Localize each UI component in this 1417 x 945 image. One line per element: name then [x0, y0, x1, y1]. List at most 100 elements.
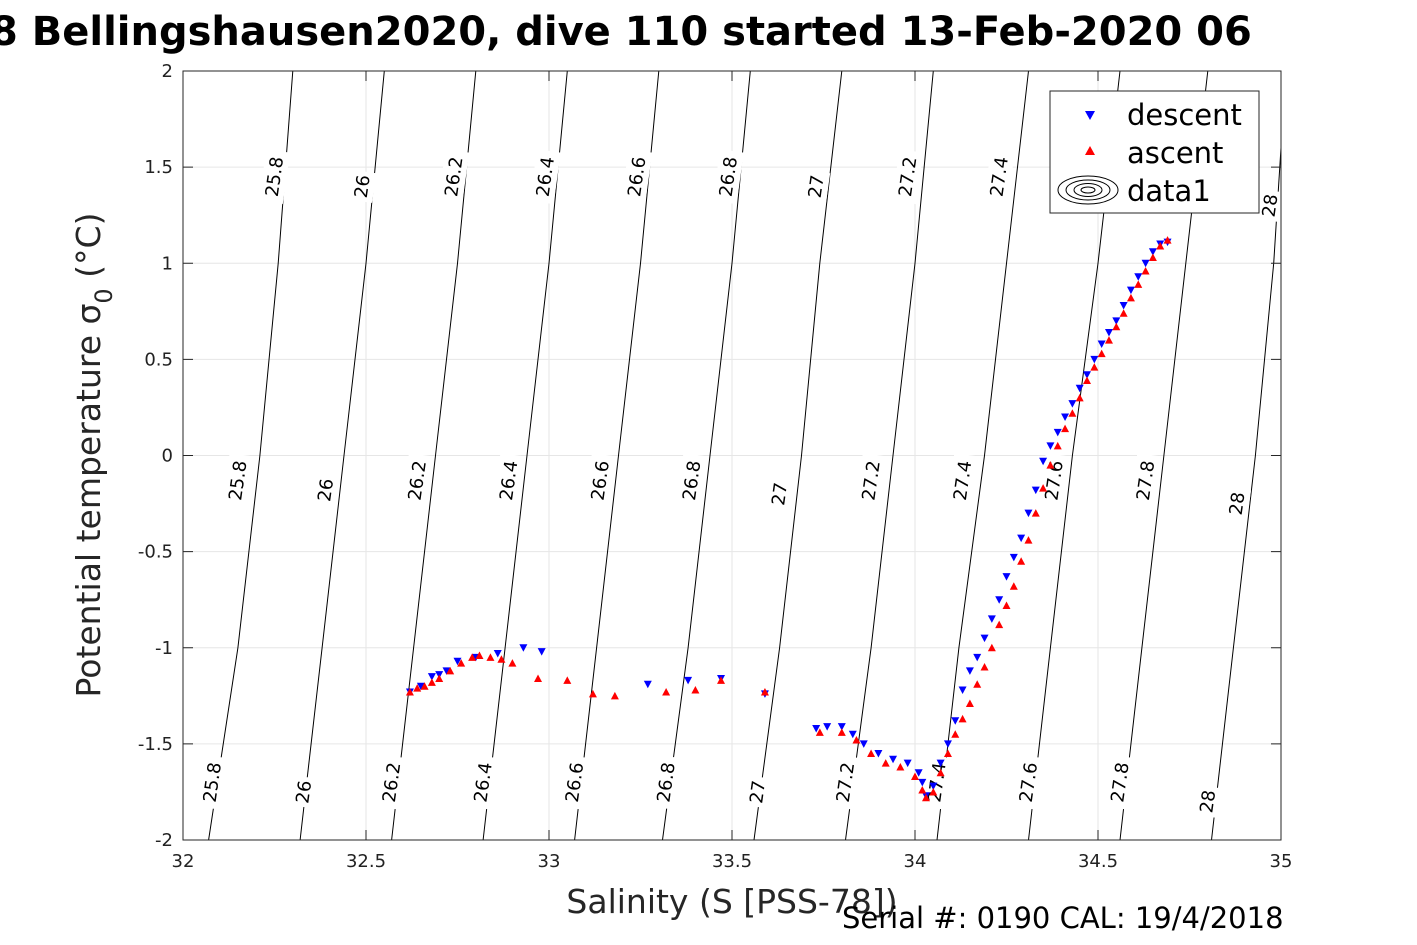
density-contour-label: 26	[351, 174, 375, 200]
descent-point	[1141, 259, 1150, 268]
descent-point	[929, 782, 938, 791]
descent-point	[973, 653, 982, 662]
ascent-point	[446, 666, 455, 675]
descent-point	[965, 667, 974, 675]
density-contour-label-bg	[676, 453, 708, 508]
ascent-point	[1141, 266, 1150, 275]
density-contour-label-bg	[855, 453, 887, 508]
density-contour-label: 27	[805, 174, 829, 200]
density-contour-label-bg	[467, 754, 499, 810]
descent-point	[1046, 442, 1055, 450]
descent-point	[643, 680, 652, 689]
density-contour-label-group: 26.4	[529, 149, 561, 205]
density-contour-label-bg	[559, 754, 591, 810]
ascent-point	[936, 768, 945, 777]
descent-point	[684, 676, 693, 685]
density-contour-label-group: 26.6	[621, 149, 653, 205]
descent-point	[1083, 371, 1092, 379]
ascent-point	[457, 659, 466, 667]
ascent-point	[911, 772, 919, 781]
density-contour-label-group: 27	[765, 477, 794, 511]
ascent-point	[1112, 322, 1121, 331]
descent-point	[980, 634, 989, 643]
ascent-point	[1068, 409, 1077, 417]
ascent-point	[1097, 349, 1106, 358]
ascent-point	[980, 662, 989, 671]
density-contour-label-group: 27.2	[892, 149, 924, 205]
density-contour-label-group: 27.8	[1104, 754, 1136, 810]
descent-point	[493, 650, 502, 658]
y-axis-label-main: Potential temperature σ	[69, 304, 108, 698]
descent-point	[874, 749, 883, 758]
density-contour-label: 27	[768, 481, 792, 507]
descent-point	[537, 648, 546, 656]
density-contour-label-bg	[348, 169, 377, 203]
y-tick-label: -0.5	[138, 542, 173, 563]
legend-descent-label: descent	[1127, 98, 1242, 132]
ascent-point	[1061, 424, 1070, 433]
ascent-point	[815, 728, 824, 736]
density-contour-label-group: 26	[289, 775, 318, 809]
ascent-point	[929, 787, 938, 796]
axis-ticks: 32 32.5 33 33.5 34 34.5 35 -2 -1.5 -1 -0.5 0 0.5 1 1.5…	[138, 61, 1293, 872]
ascent-point	[497, 655, 506, 663]
descent-point	[995, 596, 1004, 604]
density-contour-label-group: 25.8	[258, 149, 291, 205]
y-tick-label: 2	[162, 61, 173, 82]
density-contour-label-bg	[1223, 487, 1252, 521]
descent-point	[987, 615, 996, 623]
density-contour-label-bg	[743, 775, 772, 809]
ascent-point	[867, 749, 876, 757]
density-contour-label-bg	[493, 453, 525, 508]
density-contour-label: 28	[1196, 789, 1220, 815]
ascent-point	[435, 674, 444, 683]
ascent-point	[427, 678, 436, 686]
ascent-point	[1002, 601, 1011, 609]
density-contour-label-bg	[921, 754, 953, 810]
density-contour-label-group: 26.8	[712, 149, 744, 205]
ascent-point	[1126, 293, 1135, 302]
y-tick-label: 0.5	[144, 349, 173, 370]
density-contour-label-group: 27.4	[983, 149, 1015, 205]
density-contour-label-bg	[529, 149, 561, 205]
ascent-point	[896, 762, 905, 771]
descent-point	[1031, 486, 1040, 495]
density-contour-label-group: 26.2	[438, 149, 470, 205]
descent-point	[889, 755, 898, 764]
ascent-point	[1031, 509, 1040, 517]
descent-point	[903, 759, 912, 768]
density-contour-label-group: 27.4	[947, 453, 979, 508]
descent-point	[914, 769, 923, 777]
ascent-point	[1090, 363, 1099, 371]
density-contour-line	[574, 71, 660, 840]
density-contour-label-group: 27.6	[1038, 453, 1070, 508]
ascent-point	[1039, 484, 1048, 492]
descent-point	[958, 686, 967, 695]
density-contour-label: 26	[314, 477, 338, 503]
density-contour-label-bg	[1256, 189, 1281, 223]
descent-point	[859, 740, 868, 748]
ascent-point	[1009, 582, 1018, 590]
descent-point	[453, 657, 462, 666]
chart-title: 8 Bellingshausen2020, dive 110 started 1…	[0, 9, 1252, 55]
ascent-point	[610, 691, 619, 700]
serial-cal-text: Serial #: 0190 CAL: 19/4/2018	[842, 901, 1284, 935]
descent-point	[1061, 413, 1070, 422]
descent-point	[1024, 509, 1033, 518]
density-contour-label-bg	[311, 473, 340, 507]
ascent-point	[1075, 393, 1084, 402]
density-contour-label-group: 26.8	[650, 754, 682, 810]
ascent-point	[921, 793, 930, 802]
density-contour-line	[753, 71, 843, 840]
y-tick-label: -2	[155, 830, 173, 851]
density-contour-label-bg	[650, 754, 682, 810]
ascent-point	[973, 680, 982, 688]
density-contour-label-group: 27.8	[1130, 453, 1162, 508]
ascent-point	[405, 687, 414, 696]
ascent-point	[413, 684, 422, 692]
legend-ascent-marker	[1085, 146, 1095, 155]
descent-point	[1075, 384, 1084, 393]
descent-point	[918, 778, 927, 787]
ascent-point	[965, 699, 974, 708]
